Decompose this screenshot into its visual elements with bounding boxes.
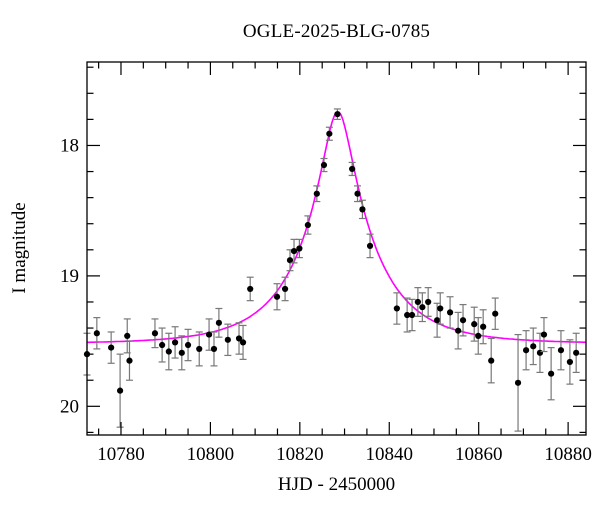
data-point [514,379,522,386]
data-point [304,221,311,229]
data-point [313,190,320,197]
x-tick-label: 10880 [544,444,592,465]
data-point [354,190,361,197]
data-point [393,305,400,312]
data-point [210,345,218,353]
data-point [159,341,166,349]
data-point [126,357,133,364]
data-point [492,310,499,317]
data-point [239,339,247,346]
x-axis-label: HJD - 2450000 [277,474,396,495]
data-point [247,285,254,293]
y-tick-label: 20 [60,396,79,417]
data-point [471,321,478,328]
data-point [205,331,213,338]
data-point [349,165,356,173]
data-point [151,330,159,337]
data-point [573,349,580,356]
data-point [290,248,298,255]
data-point [296,245,303,252]
data-point [359,206,366,213]
data-point [224,336,231,343]
data-point [414,298,421,306]
data-point [334,111,341,118]
data-point [446,309,454,316]
y-tick-label: 18 [60,135,79,156]
data-point [425,298,432,306]
x-tick-label: 10840 [366,444,414,465]
data-point [557,347,565,354]
data-point [124,332,131,339]
data-point [480,323,487,330]
data-point [184,341,192,349]
data-point [475,332,482,339]
data-point [196,345,203,353]
data-point [419,304,426,311]
chart-title: OGLE-2025-BLG-0785 [242,21,431,42]
data-point [171,339,179,346]
x-tick-label: 10820 [276,444,324,465]
data-point [437,305,444,312]
data-point [165,348,172,355]
plot-frame [86,61,587,436]
data-point [455,327,462,334]
data-point [93,330,100,337]
x-tick-label: 10860 [455,444,503,465]
data-point [522,347,530,354]
data-point [215,319,223,326]
data-point [286,257,294,264]
data-point [404,311,411,319]
x-tick-label: 10800 [187,444,235,465]
data-point [566,358,574,366]
data-point [235,335,243,342]
data-point [366,242,374,249]
data-point [540,331,548,338]
data-point [273,293,281,300]
data-point [548,370,555,377]
x-tick-label: 10780 [97,444,145,465]
model-curve [87,110,587,344]
data-point [116,387,124,394]
data-point [326,130,333,137]
y-tick-label: 19 [60,266,79,287]
data-point [459,317,467,324]
data-point [488,357,495,364]
data-point [281,285,289,293]
data-point [178,349,185,356]
data-point [530,343,537,350]
data-point [434,317,441,324]
data-point [536,349,544,356]
data-point [408,311,416,319]
data-point [320,161,328,169]
data-point [108,344,115,351]
